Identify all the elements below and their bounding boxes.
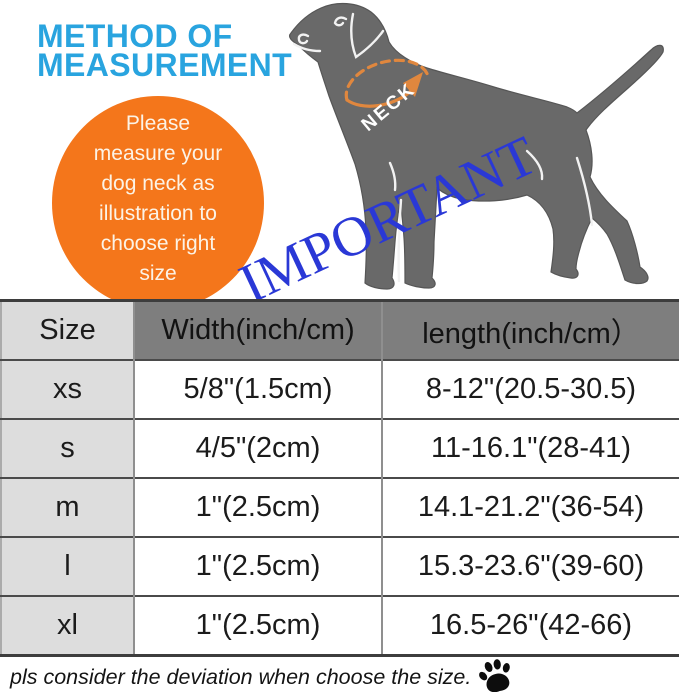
bubble-line: dog neck as (101, 172, 215, 195)
column-header-length: length(inch/cm） (381, 300, 679, 360)
width-cell: 5/8"(1.5cm) (133, 359, 382, 419)
dog-silhouette (288, 2, 664, 290)
size-cell: l (1, 536, 134, 596)
size-table: Size Width(inch/cm) length(inch/cm） xs 5… (0, 299, 679, 657)
table-row: xs 5/8"(1.5cm) 8-12"(20.5-30.5) (1, 359, 679, 419)
table-row: xl 1"(2.5cm) 16.5-26"(42-66) (1, 595, 679, 656)
length-cell: 8-12"(20.5-30.5) (381, 359, 679, 419)
deviation-note: pls consider the deviation when choose t… (10, 654, 516, 692)
dog-mouth-line (292, 42, 322, 53)
width-cell: 1"(2.5cm) (133, 536, 382, 596)
neck-measure-ring (344, 58, 430, 108)
dog-detail-lines (292, 12, 594, 283)
bubble-line: Please (125, 112, 191, 135)
table-row: s 4/5"(2cm) 11-16.1"(28-41) (1, 418, 679, 478)
elbow-accent-line (388, 161, 397, 192)
page-title: METHOD OF MEASUREMENT (37, 18, 293, 83)
size-cell: xl (1, 595, 134, 656)
deviation-note-text: pls consider the deviation when choose t… (10, 665, 472, 689)
size-cell: xs (1, 359, 134, 419)
width-cell: 4/5"(2cm) (133, 418, 382, 478)
hind-leg-separator (575, 156, 594, 227)
width-cell: 1"(2.5cm) (133, 595, 382, 656)
dog-eye-line (333, 16, 348, 27)
column-header-width: Width(inch/cm) (133, 300, 382, 360)
bubble-line: choose right (100, 232, 216, 255)
front-leg-separator (397, 198, 403, 283)
bubble-line: illustration to (99, 202, 217, 225)
column-header-size: Size (1, 300, 134, 360)
dog-nose-line (297, 33, 310, 45)
length-cell: 16.5-26"(42-66) (381, 595, 679, 656)
neck-ring-arrowhead (403, 72, 423, 97)
page-title-line2: MEASUREMENT (37, 47, 293, 83)
paw-print-icon (479, 659, 511, 692)
size-table-header-row: Size Width(inch/cm) length(inch/cm） (1, 300, 679, 360)
dog-ear-line (350, 12, 385, 59)
length-cell: 15.3-23.6"(39-60) (381, 536, 679, 596)
size-cell: s (1, 418, 134, 478)
length-cell: 14.1-21.2"(36-54) (381, 477, 679, 537)
table-row: m 1"(2.5cm) 14.1-21.2"(36-54) (1, 477, 679, 537)
neck-ring-dashed-arc (344, 58, 430, 102)
page-title-line1: METHOD OF (37, 18, 233, 54)
neck-ring-solid-arc (345, 88, 414, 108)
length-cell: 11-16.1"(28-41) (381, 418, 679, 478)
bubble-line: measure your (93, 142, 223, 165)
bubble-line: size (139, 262, 177, 285)
hip-accent-line (525, 149, 544, 181)
size-cell: m (1, 477, 134, 537)
measure-note-bubble: Please measure your dog neck as illustra… (52, 96, 264, 310)
table-row: l 1"(2.5cm) 15.3-23.6"(39-60) (1, 536, 679, 596)
width-cell: 1"(2.5cm) (133, 477, 382, 537)
